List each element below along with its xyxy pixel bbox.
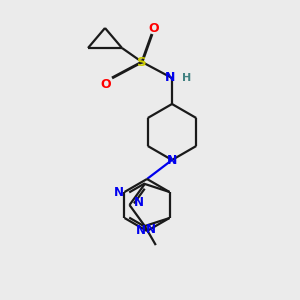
Text: H: H	[182, 73, 192, 83]
Text: N: N	[167, 154, 177, 166]
Text: O: O	[101, 79, 111, 92]
Text: N: N	[134, 196, 143, 208]
Text: N: N	[146, 223, 156, 236]
Text: N: N	[113, 185, 124, 199]
Text: O: O	[149, 22, 159, 34]
Text: N: N	[136, 224, 146, 238]
Text: S: S	[137, 56, 147, 68]
Text: N: N	[165, 71, 175, 85]
